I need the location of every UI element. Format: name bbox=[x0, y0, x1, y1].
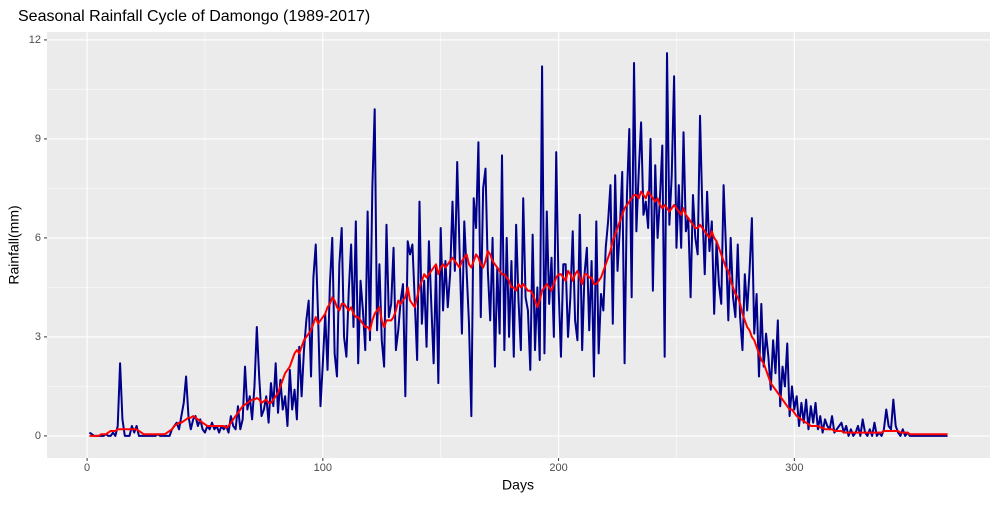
line-series bbox=[89, 190, 948, 437]
y-axis-label: Rainfall(mm) bbox=[6, 205, 22, 284]
grid bbox=[47, 32, 990, 458]
y-tick-label: 12 bbox=[29, 34, 41, 46]
x-axis-label: Days bbox=[502, 477, 534, 493]
y-tick-label: 3 bbox=[35, 331, 41, 343]
line-series bbox=[88, 52, 948, 437]
y-tick-label: 0 bbox=[35, 430, 41, 442]
x-tick-label: 100 bbox=[314, 462, 332, 474]
x-tick-label: 200 bbox=[549, 462, 567, 474]
y-tick-label: 9 bbox=[35, 133, 41, 145]
plot-panel bbox=[47, 32, 990, 458]
x-tick-label: 0 bbox=[84, 462, 90, 474]
chart-title: Seasonal Rainfall Cycle of Damongo (1989… bbox=[18, 8, 370, 25]
x-tick-label: 300 bbox=[785, 462, 803, 474]
y-tick-label: 6 bbox=[35, 232, 41, 244]
marks bbox=[88, 52, 948, 437]
